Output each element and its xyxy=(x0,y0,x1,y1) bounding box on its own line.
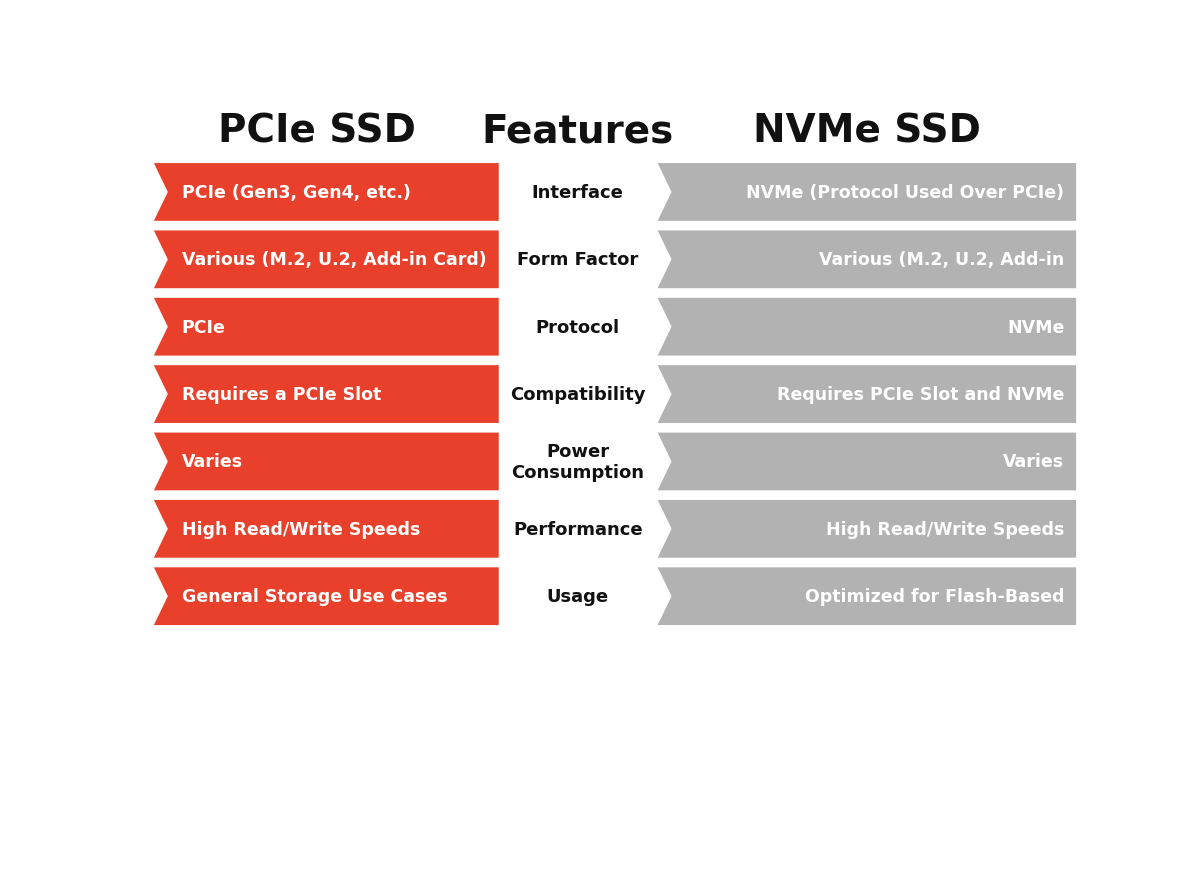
Polygon shape xyxy=(658,433,1076,491)
Text: NVMe: NVMe xyxy=(1007,318,1064,336)
Polygon shape xyxy=(154,164,499,222)
Polygon shape xyxy=(658,164,1076,222)
Text: Requires PCIe Slot and NVMe: Requires PCIe Slot and NVMe xyxy=(778,386,1064,403)
Polygon shape xyxy=(658,366,1076,423)
Polygon shape xyxy=(154,433,499,491)
Text: Various (M.2, U.2, Add-in Card): Various (M.2, U.2, Add-in Card) xyxy=(181,251,486,269)
Text: Usage: Usage xyxy=(547,587,608,606)
Polygon shape xyxy=(154,567,499,626)
Text: Optimized for Flash-Based: Optimized for Flash-Based xyxy=(805,587,1064,606)
Text: Various (M.2, U.2, Add-in: Various (M.2, U.2, Add-in xyxy=(820,251,1064,269)
Text: High Read/Write Speeds: High Read/Write Speeds xyxy=(826,521,1064,538)
Text: Power
Consumption: Power Consumption xyxy=(511,442,644,481)
Polygon shape xyxy=(154,298,499,356)
Polygon shape xyxy=(658,231,1076,289)
Text: Compatibility: Compatibility xyxy=(510,386,646,403)
Polygon shape xyxy=(658,298,1076,356)
Text: PCIe: PCIe xyxy=(181,318,226,336)
Polygon shape xyxy=(658,501,1076,558)
Polygon shape xyxy=(658,567,1076,626)
Text: Varies: Varies xyxy=(1003,453,1064,471)
Text: Protocol: Protocol xyxy=(535,318,620,336)
Polygon shape xyxy=(154,366,499,423)
Text: NVMe SSD: NVMe SSD xyxy=(752,112,980,150)
Text: High Read/Write Speeds: High Read/Write Speeds xyxy=(181,521,420,538)
Text: Requires a PCIe Slot: Requires a PCIe Slot xyxy=(181,386,382,403)
Polygon shape xyxy=(154,501,499,558)
Text: Varies: Varies xyxy=(181,453,242,471)
Text: Performance: Performance xyxy=(512,521,643,538)
Polygon shape xyxy=(154,231,499,289)
Text: Features: Features xyxy=(481,112,674,150)
Text: PCIe (Gen3, Gen4, etc.): PCIe (Gen3, Gen4, etc.) xyxy=(181,183,410,202)
Text: NVMe (Protocol Used Over PCIe): NVMe (Protocol Used Over PCIe) xyxy=(746,183,1064,202)
Text: General Storage Use Cases: General Storage Use Cases xyxy=(181,587,448,606)
Text: Interface: Interface xyxy=(532,183,624,202)
Text: Form Factor: Form Factor xyxy=(517,251,638,269)
Text: PCIe SSD: PCIe SSD xyxy=(217,112,415,150)
